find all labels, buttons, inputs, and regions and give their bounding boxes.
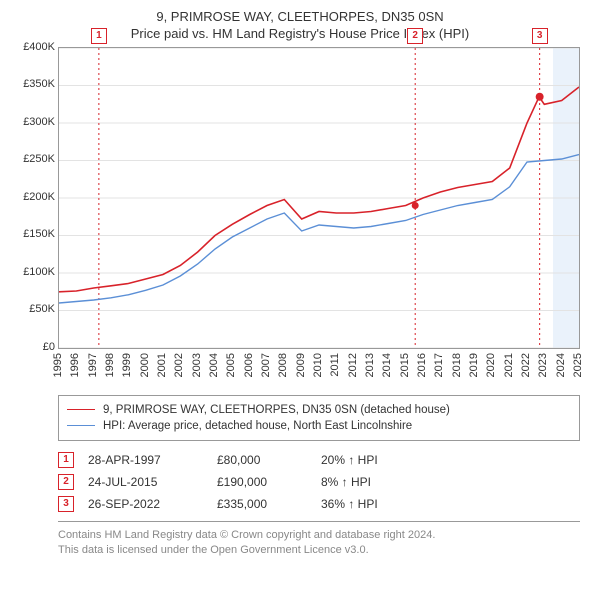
ytick-label: £300K bbox=[23, 116, 55, 128]
xtick-label: 1999 bbox=[121, 353, 133, 377]
legend: 9, PRIMROSE WAY, CLEETHORPES, DN35 0SN (… bbox=[58, 395, 580, 441]
tx-marker-box: 1 bbox=[58, 452, 74, 468]
xtick-label: 2021 bbox=[503, 353, 515, 377]
y-axis-labels: £0£50K£100K£150K£200K£250K£300K£350K£400… bbox=[14, 47, 58, 347]
legend-swatch bbox=[67, 409, 95, 410]
tx-date: 24-JUL-2015 bbox=[88, 475, 203, 489]
xtick-label: 2013 bbox=[364, 353, 376, 377]
xtick-label: 1996 bbox=[69, 353, 81, 377]
series-price_line bbox=[59, 87, 579, 292]
xtick-label: 2023 bbox=[537, 353, 549, 377]
x-axis-labels: 1995199619971998199920002001200220032004… bbox=[58, 347, 580, 387]
xtick-label: 2004 bbox=[208, 353, 220, 377]
xtick-label: 2020 bbox=[485, 353, 497, 377]
xtick-label: 2001 bbox=[156, 353, 168, 377]
tx-date: 28-APR-1997 bbox=[88, 453, 203, 467]
footer-attribution: Contains HM Land Registry data © Crown c… bbox=[58, 528, 580, 558]
tx-pct: 20% ↑ HPI bbox=[321, 453, 421, 467]
xtick-label: 2015 bbox=[399, 353, 411, 377]
tx-marker-box: 3 bbox=[58, 496, 74, 512]
ytick-label: £100K bbox=[23, 266, 55, 278]
xtick-label: 2022 bbox=[520, 353, 532, 377]
chart-title-line1: 9, PRIMROSE WAY, CLEETHORPES, DN35 0SN bbox=[14, 8, 586, 26]
legend-swatch bbox=[67, 425, 95, 426]
chart-container: 9, PRIMROSE WAY, CLEETHORPES, DN35 0SN P… bbox=[0, 0, 600, 590]
ytick-label: £400K bbox=[23, 41, 55, 53]
xtick-label: 2017 bbox=[433, 353, 445, 377]
xtick-label: 2000 bbox=[139, 353, 151, 377]
xtick-label: 2011 bbox=[329, 353, 341, 377]
xtick-label: 2008 bbox=[277, 353, 289, 377]
event-marker-box-2: 2 bbox=[407, 28, 423, 44]
transaction-row: 3 26-SEP-2022 £335,000 36% ↑ HPI bbox=[58, 493, 580, 515]
tx-marker-box: 2 bbox=[58, 474, 74, 490]
footer-line1: Contains HM Land Registry data © Crown c… bbox=[58, 528, 580, 543]
transaction-row: 1 28-APR-1997 £80,000 20% ↑ HPI bbox=[58, 449, 580, 471]
tx-price: £80,000 bbox=[217, 453, 307, 467]
xtick-label: 2019 bbox=[468, 353, 480, 377]
xtick-label: 2024 bbox=[555, 353, 567, 377]
xtick-label: 2018 bbox=[451, 353, 463, 377]
xtick-label: 2012 bbox=[347, 353, 359, 377]
xtick-label: 1995 bbox=[52, 353, 64, 377]
xtick-label: 2003 bbox=[191, 353, 203, 377]
chart-svg bbox=[59, 48, 579, 348]
footer-line2: This data is licensed under the Open Gov… bbox=[58, 543, 580, 558]
xtick-label: 2010 bbox=[312, 353, 324, 377]
ytick-label: £200K bbox=[23, 191, 55, 203]
tx-price: £335,000 bbox=[217, 497, 307, 511]
tx-pct: 8% ↑ HPI bbox=[321, 475, 421, 489]
legend-label: HPI: Average price, detached house, Nort… bbox=[103, 418, 412, 434]
xtick-label: 2016 bbox=[416, 353, 428, 377]
event-marker-box-3: 3 bbox=[532, 28, 548, 44]
sale-dot bbox=[412, 202, 419, 209]
legend-label: 9, PRIMROSE WAY, CLEETHORPES, DN35 0SN (… bbox=[103, 402, 450, 418]
xtick-label: 2025 bbox=[572, 353, 584, 377]
ytick-label: £150K bbox=[23, 228, 55, 240]
xtick-label: 2007 bbox=[260, 353, 272, 377]
xtick-label: 1997 bbox=[87, 353, 99, 377]
plot-area: 123 bbox=[58, 47, 580, 349]
xtick-label: 1998 bbox=[104, 353, 116, 377]
xtick-label: 2014 bbox=[381, 353, 393, 377]
transactions-table: 1 28-APR-1997 £80,000 20% ↑ HPI 2 24-JUL-2015… bbox=[58, 449, 580, 522]
ytick-label: £0 bbox=[43, 341, 55, 353]
ytick-label: £50K bbox=[29, 303, 55, 315]
xtick-label: 2006 bbox=[243, 353, 255, 377]
event-marker-box-1: 1 bbox=[91, 28, 107, 44]
transaction-row: 2 24-JUL-2015 £190,000 8% ↑ HPI bbox=[58, 471, 580, 493]
legend-item: 9, PRIMROSE WAY, CLEETHORPES, DN35 0SN (… bbox=[67, 402, 571, 418]
tx-date: 26-SEP-2022 bbox=[88, 497, 203, 511]
ytick-label: £350K bbox=[23, 78, 55, 90]
tx-price: £190,000 bbox=[217, 475, 307, 489]
legend-item: HPI: Average price, detached house, Nort… bbox=[67, 418, 571, 434]
ytick-label: £250K bbox=[23, 153, 55, 165]
sale-dot bbox=[536, 92, 544, 100]
tx-pct: 36% ↑ HPI bbox=[321, 497, 421, 511]
xtick-label: 2002 bbox=[173, 353, 185, 377]
xtick-label: 2009 bbox=[295, 353, 307, 377]
xtick-label: 2005 bbox=[225, 353, 237, 377]
